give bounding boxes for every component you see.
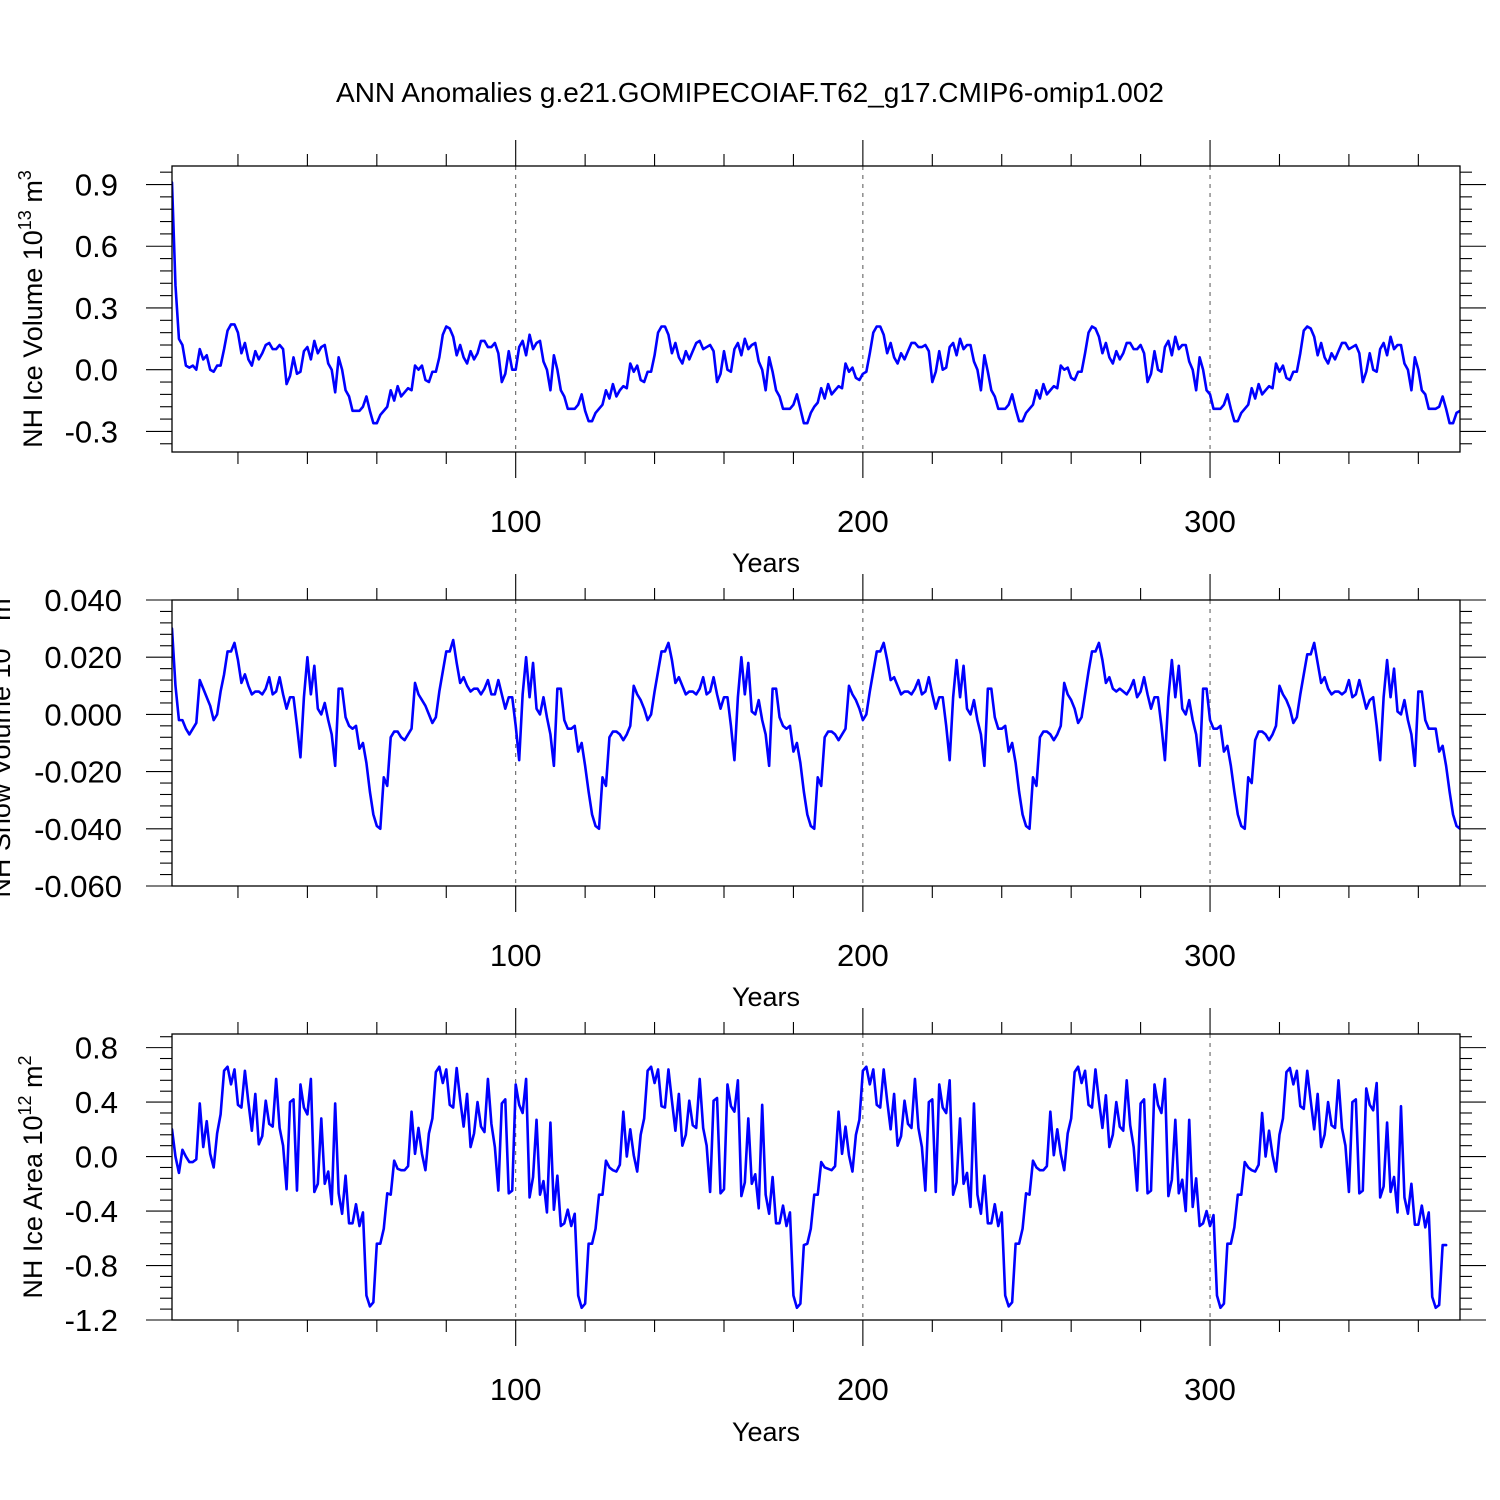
x-tick-label: 200 — [837, 504, 889, 539]
y-tick-label: 0.020 — [44, 640, 122, 675]
x-tick-label: 300 — [1184, 938, 1236, 973]
x-axis-label: Years — [732, 982, 800, 1012]
series-line-nh-ice-volume — [172, 181, 1460, 425]
panel-nh-ice-volume: 100 200 300 0.9 0.6 0.3 0.0 -0.3 Years NH Ice Vol… — [15, 140, 1486, 578]
series-line-nh-snow-volume — [172, 627, 1460, 831]
y-tick-label: -0.4 — [65, 1194, 118, 1229]
y-tick-label: 0.0 — [75, 1140, 118, 1175]
x-tick-label: 100 — [490, 938, 542, 973]
y-tick-label: 0.6 — [75, 229, 118, 264]
y-tick-label: 0.040 — [44, 583, 122, 618]
figure-title: ANN Anomalies g.e21.GOMIPECOIAF.T62_g17.… — [336, 77, 1164, 108]
y-tick-label: 0.4 — [75, 1085, 118, 1120]
y-tick-label: -0.040 — [34, 812, 122, 847]
y-axis-label: NH Ice Volume 1013 m3 — [15, 170, 48, 448]
y-tick-label: 0.3 — [75, 291, 118, 326]
y-tick-label: -0.020 — [34, 755, 122, 790]
x-tick-label: 200 — [837, 938, 889, 973]
y-tick-label: -0.060 — [34, 869, 122, 904]
y-tick-label: -1.2 — [65, 1303, 118, 1338]
x-tick-label: 100 — [490, 504, 542, 539]
chart-panels: 100 200 300 0.9 0.6 0.3 0.0 -0.3 Years NH Ice Vol… — [0, 140, 1486, 1447]
plot-frame — [171, 165, 1461, 453]
x-tick-label: 100 — [490, 1372, 542, 1407]
x-tick-label: 300 — [1184, 1372, 1236, 1407]
y-tick-label: -0.3 — [65, 414, 118, 449]
y-axis-label: NH Ice Area 1012 m2 — [15, 1055, 48, 1298]
y-tick-label: 0.0 — [75, 353, 118, 388]
x-axis-label: Years — [732, 548, 800, 578]
plot-frame — [171, 599, 1461, 887]
y-tick-label: 0.000 — [44, 697, 122, 732]
y-tick-label: 0.8 — [75, 1031, 118, 1066]
x-tick-label: 200 — [837, 1372, 889, 1407]
y-tick-label: -0.8 — [65, 1249, 118, 1284]
panel-nh-snow-volume: NH Snow Volume 1013 m3 100 200 300 0.040 0.02… — [0, 574, 1486, 1012]
plot-frame — [171, 1033, 1461, 1321]
x-axis-label: Years — [732, 1417, 800, 1447]
y-tick-label: 0.9 — [75, 168, 118, 203]
y-axis-label: NH Snow Volume 1013 m3 — [0, 588, 16, 897]
series-line-nh-ice-area — [172, 1065, 1448, 1310]
panel-nh-ice-area: 100 200 300 0.8 0.4 0.0 -0.4 -0.8 -1.2 Years NH Ic… — [15, 1008, 1486, 1447]
x-tick-label: 300 — [1184, 504, 1236, 539]
